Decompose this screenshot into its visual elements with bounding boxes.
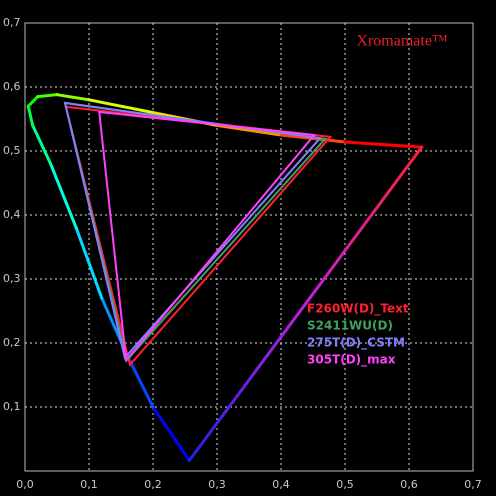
legend-entry: S2411WU(D) <box>307 319 393 333</box>
legend-entry: 275T(D)_CSTM <box>307 336 405 351</box>
spectral-locus-segment <box>279 133 347 144</box>
y-tick-label: 0,3 <box>3 272 21 285</box>
gamut-triangle <box>98 110 317 363</box>
gamut-triangle <box>63 101 323 360</box>
spectral-locus-segment <box>74 226 104 300</box>
legend-entry: F260W(D)_Text <box>307 302 409 317</box>
y-tick-label: 0,7 <box>3 16 21 29</box>
spectral-locus-segment <box>26 95 40 108</box>
x-tick-label: 0,2 <box>144 478 162 491</box>
legend-entry: 305T(D)_max <box>307 353 396 368</box>
x-tick-label: 0,5 <box>336 478 354 491</box>
line-of-purples <box>187 145 424 462</box>
y-tick-label: 0,6 <box>3 80 21 93</box>
x-tick-label: 0,0 <box>16 478 34 491</box>
spectral-locus-segment <box>55 93 91 102</box>
chart-title: Xromamate™ <box>356 33 448 50</box>
plot-frame <box>24 22 474 472</box>
x-tick-label: 0,3 <box>208 478 226 491</box>
y-tick-label: 0,4 <box>3 208 21 221</box>
y-tick-label: 0,5 <box>3 144 21 157</box>
y-tick-label: 0,1 <box>3 400 21 413</box>
spectral-locus-segment <box>343 140 424 149</box>
spectral-locus-segment <box>215 123 283 137</box>
x-tick-label: 0,7 <box>464 478 482 491</box>
spectral-locus-segment <box>151 405 191 462</box>
spectral-locus-segment <box>49 162 78 230</box>
x-tick-label: 0,6 <box>400 478 418 491</box>
gamut-triangle <box>63 101 328 363</box>
x-tick-label: 0,1 <box>80 478 98 491</box>
x-tick-label: 0,4 <box>272 478 290 491</box>
spectral-locus-segment <box>26 104 35 127</box>
spectral-locus-segment <box>36 93 59 99</box>
y-tick-label: 0,2 <box>3 336 21 349</box>
spectral-locus-segment <box>31 123 53 166</box>
spectral-locus-segment <box>87 98 155 115</box>
